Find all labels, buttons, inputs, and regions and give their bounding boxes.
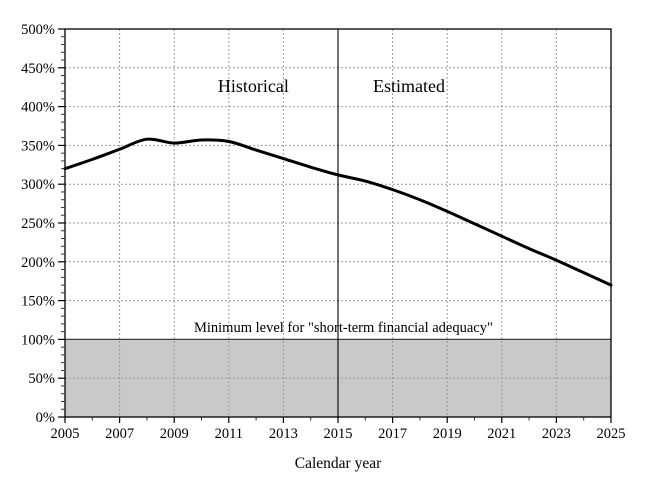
trust-fund-ratio-line	[63, 137, 613, 287]
era-label: Estimated	[373, 76, 445, 96]
x-axis-tick-label: 2017	[378, 426, 407, 442]
y-axis-tick-label: 200%	[21, 255, 55, 271]
y-axis-tick-label: 450%	[21, 61, 55, 77]
x-axis-tick-label: 2021	[487, 426, 516, 442]
y-axis-tick-label: 0%	[36, 410, 55, 426]
x-axis-tick-label: 2011	[215, 426, 243, 442]
minimum-level-label: Minimum level for "short-term financial …	[194, 320, 493, 336]
x-axis-title: Calendar year	[295, 455, 382, 472]
y-axis-tick-label: 250%	[21, 216, 55, 232]
y-axis-tick-label: 100%	[21, 332, 55, 348]
x-axis-tick-label: 2015	[324, 426, 353, 442]
x-axis-tick-label: 2019	[433, 426, 462, 442]
x-axis-tick-label: 2009	[160, 426, 189, 442]
y-axis-tick-label: 50%	[28, 371, 55, 387]
y-axis-tick-label: 300%	[21, 177, 55, 193]
x-axis-tick-label: 2007	[105, 426, 134, 442]
era-label: Historical	[218, 76, 289, 96]
x-axis-tick-label: 2005	[51, 426, 80, 442]
y-axis-tick-label: 400%	[21, 100, 55, 116]
x-axis-tick-label: 2023	[542, 426, 571, 442]
x-axis-tick-label: 2025	[597, 426, 626, 442]
x-axis-tick-label: 2013	[269, 426, 298, 442]
y-axis-tick-label: 150%	[21, 294, 55, 310]
y-axis-tick-label: 500%	[21, 22, 55, 38]
y-axis-tick-label: 350%	[21, 138, 55, 154]
